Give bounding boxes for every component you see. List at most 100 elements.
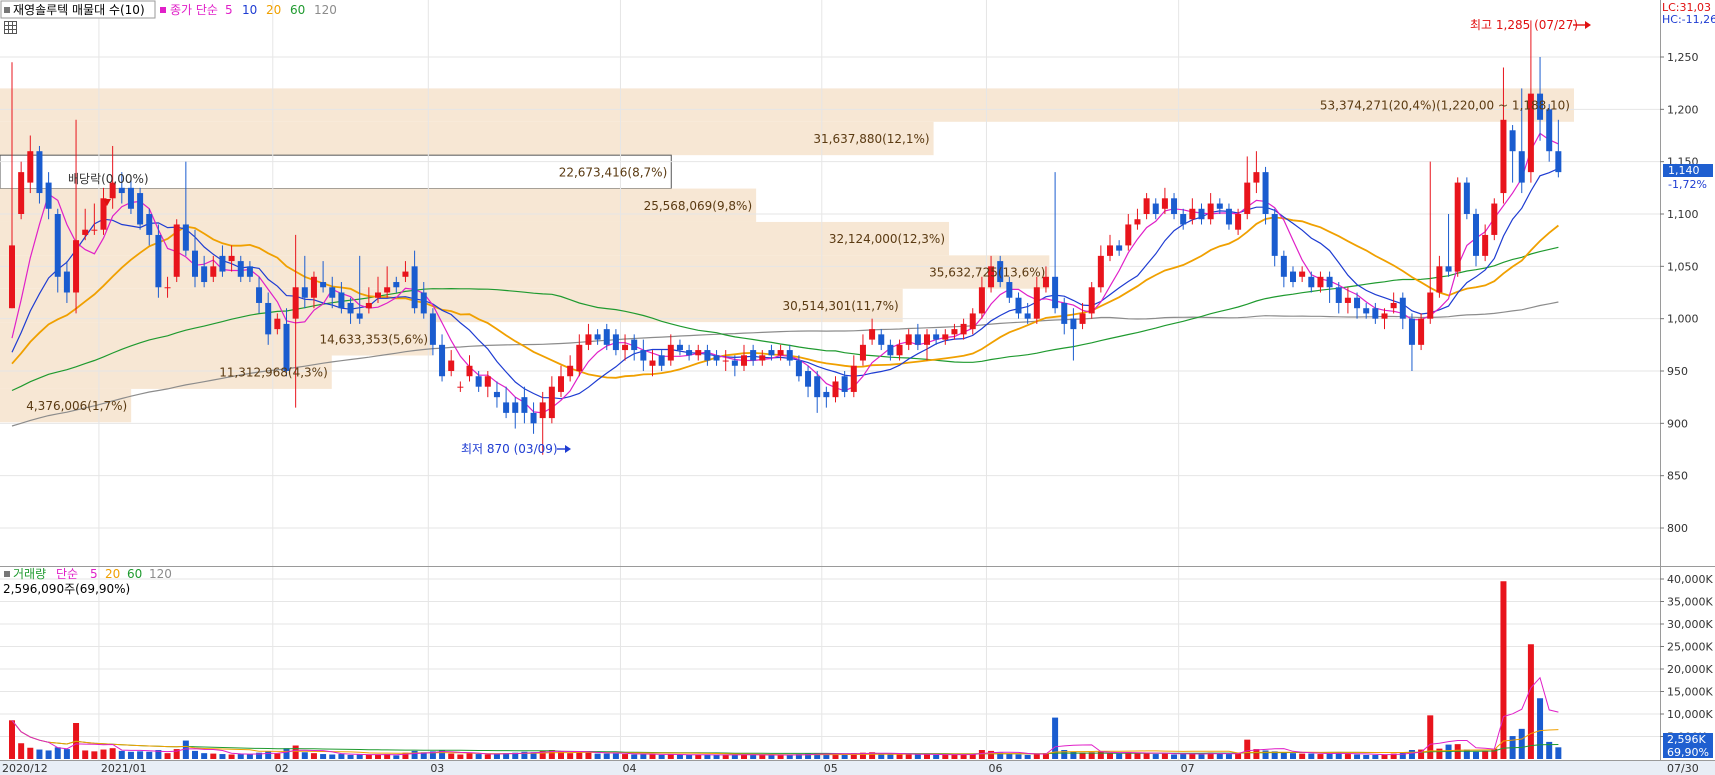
candle (1216, 198, 1223, 214)
candle (503, 386, 510, 419)
volume-bar (1079, 752, 1086, 759)
candle-body (100, 198, 107, 230)
volume-bar (1555, 747, 1562, 759)
candle-body (1344, 297, 1351, 303)
volume-bar (1344, 754, 1351, 759)
candle (228, 245, 235, 272)
volume-bar (192, 750, 198, 759)
candle-body (603, 329, 610, 345)
volume-bar (1546, 741, 1553, 759)
volume-bar (713, 754, 720, 759)
volume-bar (1061, 750, 1068, 759)
candle-body (795, 360, 802, 377)
candle-body (997, 261, 1004, 283)
candle-body (869, 329, 876, 340)
candle-body (237, 261, 244, 277)
lc-label: LC:31,03 (1662, 1, 1711, 14)
volume-bar (246, 754, 253, 759)
volume-bar (301, 752, 308, 759)
candle-body (530, 412, 537, 424)
candle-body (45, 182, 52, 209)
candle-body (1134, 219, 1141, 225)
price-tick-label: 1,250 (1667, 51, 1699, 64)
volume-bar (594, 753, 601, 759)
candle (1518, 88, 1525, 194)
candle (805, 365, 812, 398)
price-tick-label: 800 (1667, 522, 1688, 535)
candle-body (1143, 198, 1150, 214)
volume-bar (539, 750, 546, 759)
candle-body (365, 302, 372, 309)
volume-bar (109, 748, 116, 759)
volume-bar (1088, 752, 1095, 759)
candle (1042, 266, 1049, 293)
candle (1161, 187, 1168, 214)
volume-bar (914, 754, 921, 759)
volume-bar (201, 753, 208, 759)
candle-body (265, 302, 272, 335)
candle-body (786, 350, 793, 361)
candle (1171, 193, 1178, 220)
volume-bar (27, 747, 34, 759)
candle (1454, 177, 1461, 277)
candle (969, 308, 976, 335)
volume-bar (1280, 752, 1287, 759)
candle-body (201, 266, 208, 283)
candle (457, 381, 464, 392)
candle-body (1500, 119, 1507, 194)
candle-body (301, 287, 308, 298)
low-annotation: 최저 870 (03/09) (461, 442, 558, 456)
candle-body (1244, 182, 1251, 214)
volume-bar (841, 754, 848, 759)
candle-body (1171, 198, 1178, 214)
volume-bar (1070, 751, 1077, 759)
volume-bar (924, 754, 930, 759)
candle (118, 172, 125, 204)
candle (539, 391, 546, 455)
volume-bar (503, 753, 510, 759)
volume-bar (704, 754, 711, 759)
candle-body (1262, 172, 1269, 214)
candle-body (466, 365, 473, 377)
candle-body (905, 334, 912, 345)
volume-bar (283, 748, 290, 759)
candle (182, 161, 189, 256)
low-arrow-icon (557, 445, 571, 453)
candle-body (978, 287, 985, 314)
volume-bar (1225, 754, 1232, 759)
candle (301, 255, 308, 309)
volume-bar (9, 720, 15, 759)
title-box[interactable] (0, 0, 156, 19)
volume-bar (329, 754, 336, 759)
candle (640, 339, 647, 371)
candle (393, 276, 400, 293)
candle-body (1097, 255, 1104, 288)
data-table-icon[interactable] (4, 21, 17, 34)
candle (1555, 119, 1562, 178)
candle (310, 271, 317, 309)
volume-bar (484, 754, 491, 759)
candle-body (1463, 182, 1470, 214)
candle-body (1436, 266, 1443, 293)
volume-bar (896, 754, 903, 759)
volume-bar (274, 753, 281, 759)
candle (1335, 282, 1342, 314)
candle-body (173, 224, 180, 277)
candle-body (1061, 302, 1068, 324)
candle-body (658, 355, 665, 366)
candle-body (878, 334, 885, 345)
volume-bar (676, 754, 683, 759)
volume-bar (63, 749, 70, 759)
candle (365, 287, 372, 314)
candle-body (859, 344, 866, 361)
candle (585, 323, 592, 351)
candle-body (1125, 224, 1132, 246)
volume-bar (658, 754, 665, 759)
candle (1207, 193, 1214, 225)
candle-body (384, 287, 391, 293)
ma-label: 종가 단순 (170, 3, 218, 17)
volume-bar (1308, 753, 1315, 759)
candle-body (1052, 276, 1059, 309)
candle (1546, 104, 1553, 162)
candle (997, 255, 1004, 288)
